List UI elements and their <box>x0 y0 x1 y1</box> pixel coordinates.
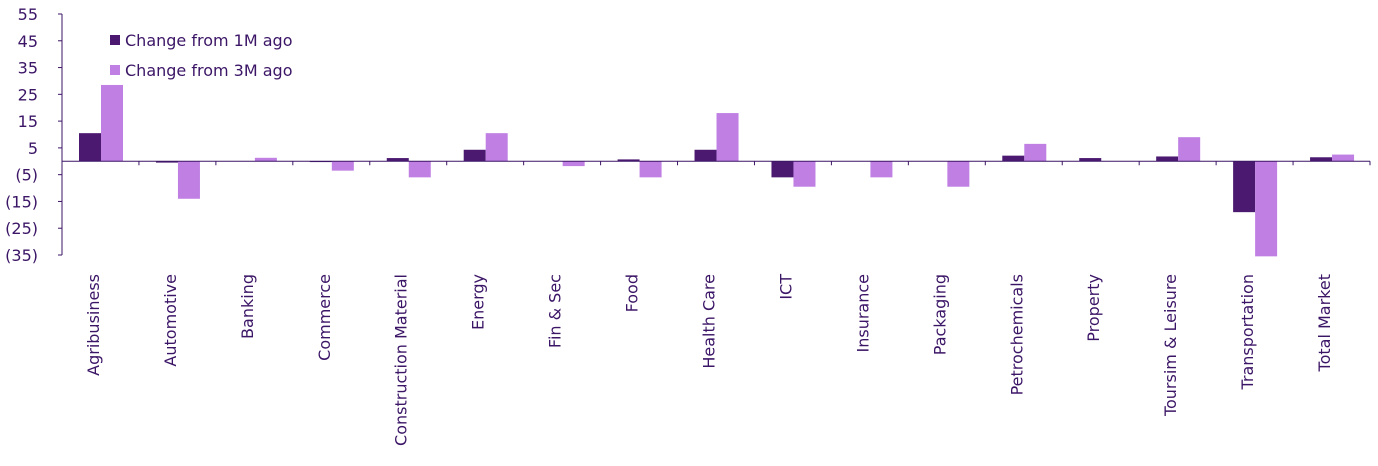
y-tick-label: 45 <box>18 32 38 51</box>
y-tick-label: 25 <box>18 85 38 104</box>
bar-3m <box>947 161 970 187</box>
legend: Change from 1M ago Change from 3M ago <box>110 31 292 80</box>
bar-1m <box>79 133 101 162</box>
legend-swatch-1m <box>110 35 120 45</box>
bar-3m <box>408 161 431 178</box>
y-tick-label: (15) <box>5 192 38 211</box>
x-tick-label: Fin & Sec <box>546 274 565 348</box>
bar-1m <box>1002 155 1025 162</box>
x-tick-label: Construction Material <box>392 274 411 446</box>
bar-1m <box>694 149 717 162</box>
bar-1m <box>1079 158 1102 162</box>
bar-3m <box>1332 154 1355 162</box>
bar-1m <box>1156 156 1179 162</box>
bar-1m <box>463 149 486 162</box>
bar-3m <box>485 133 508 162</box>
x-tick-label: ICT <box>776 274 795 300</box>
x-tick-label: Toursim & Leisure <box>1161 274 1180 417</box>
x-axis <box>61 160 1371 166</box>
bar-3m <box>562 161 585 167</box>
bar-3m <box>1024 143 1047 162</box>
y-tick-label: 55 <box>18 5 38 24</box>
x-tick-label: Petrochemicals <box>1007 274 1026 395</box>
x-tick-label: Transportation <box>1238 274 1257 391</box>
bar-3m <box>870 161 893 178</box>
x-tick-label: Automotive <box>161 274 180 367</box>
x-tick-labels: Agribusiness Automotive Banking Commerce Con… <box>84 274 1334 446</box>
bar-1m <box>386 158 409 162</box>
y-tick-label: 35 <box>18 59 38 78</box>
x-tick-label: Health Care <box>700 274 719 369</box>
x-tick-label: Insurance <box>853 274 872 353</box>
bar-1m <box>1310 157 1333 162</box>
x-tick-label: Property <box>1084 274 1103 342</box>
bar-3m <box>639 161 662 178</box>
bar-3m <box>331 161 354 171</box>
y-tick-label: (35) <box>5 246 38 265</box>
x-tick-label: Commerce <box>315 274 334 361</box>
bar-3m <box>716 113 739 162</box>
bar-3m <box>101 84 123 162</box>
y-tick-label: 5 <box>28 139 38 158</box>
bar-1m <box>155 161 178 163</box>
y-axis: 55 45 35 25 15 5 (5) (15) (25) (35) <box>5 5 63 265</box>
bar-1m <box>1233 161 1256 213</box>
bar-3m <box>1178 137 1201 162</box>
legend-swatch-3m <box>110 65 120 75</box>
x-tick-label: Food <box>623 274 642 312</box>
bar-3m <box>793 161 816 187</box>
y-tick-label: (5) <box>15 166 38 185</box>
bar-3m <box>1255 161 1278 257</box>
bar-1m <box>617 159 640 162</box>
y-tick-label: 15 <box>18 112 38 131</box>
x-tick-label: Total Market <box>1315 274 1334 372</box>
bars <box>79 84 1355 257</box>
legend-label-1m: Change from 1M ago <box>125 31 292 50</box>
x-tick-label: Packaging <box>930 274 949 355</box>
x-tick-label: Agribusiness <box>84 274 103 376</box>
y-tick-label: (25) <box>5 219 38 238</box>
legend-label-3m: Change from 3M ago <box>125 61 292 80</box>
x-tick-label: Energy <box>469 274 488 330</box>
bar-3m <box>177 161 200 199</box>
bar-1m <box>771 161 794 178</box>
bar-3m <box>254 157 277 162</box>
x-tick-label: Banking <box>238 274 257 339</box>
